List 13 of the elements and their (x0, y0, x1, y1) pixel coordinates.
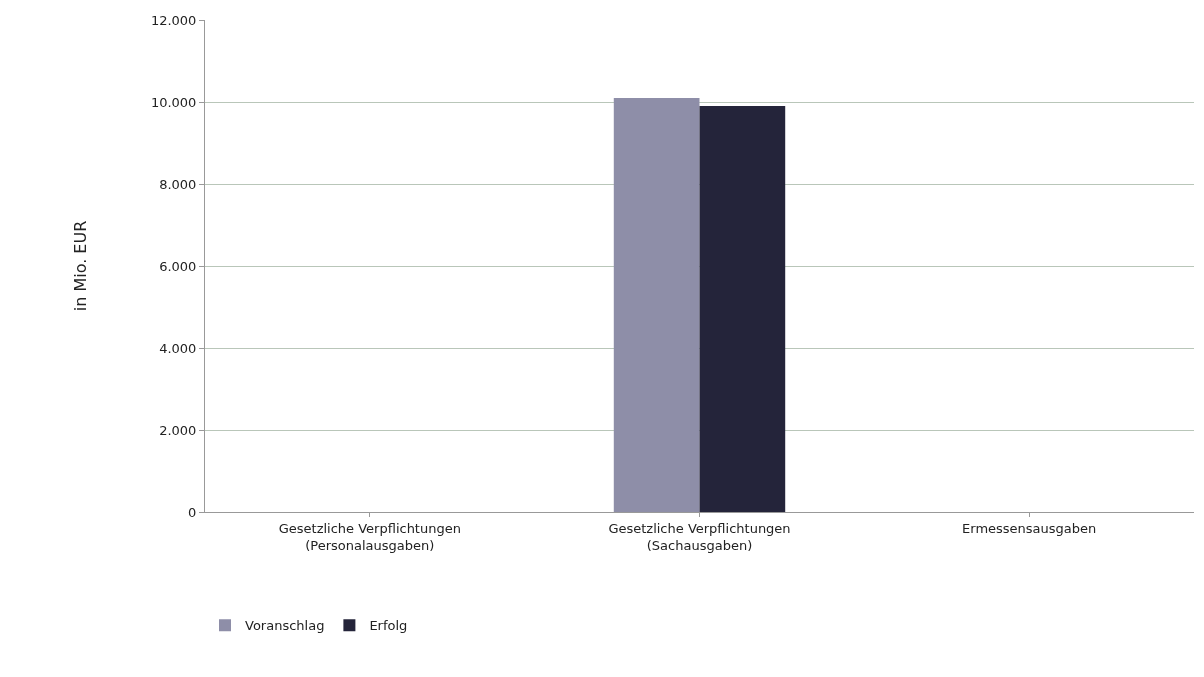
y-tick-label: 4.000 (159, 340, 197, 356)
y-tick-label: 2.000 (159, 422, 197, 438)
x-tick-label: Gesetzliche Verpflichtungen (Sachausgaben) (608, 520, 791, 553)
y-axis-title: in Mio. EUR (70, 220, 90, 312)
legend-label: Voranschlag (245, 618, 325, 634)
y-tick-label: 8.000 (159, 176, 197, 192)
legend-label: Erfolg (369, 618, 408, 634)
y-tick-label: 12.000 (150, 12, 197, 28)
y-tick-label: 6.000 (159, 258, 197, 274)
y-tick-label: 10.000 (150, 94, 197, 110)
x-tick-label: Ermessensausgaben (962, 520, 1097, 536)
x-tick-label: Gesetzliche Verpflichtungen (Personalausgaben) (278, 520, 461, 553)
y-tick-label: 0 (188, 504, 197, 520)
